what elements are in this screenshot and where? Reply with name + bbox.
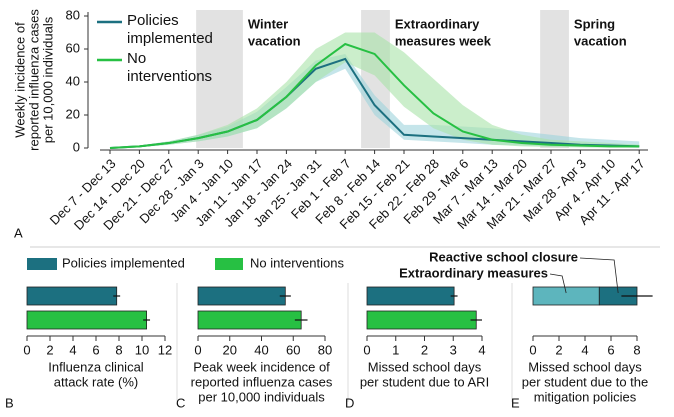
region-label: Extraordinary [395,16,480,31]
x-tick-label: 3 [450,342,457,357]
x-tick-label: 1 [392,342,399,357]
region-label: measures week [395,33,492,48]
bar [366,310,477,330]
legend-swatch [215,258,243,270]
panel-label: B [5,395,14,410]
bar [197,310,302,330]
annotation: Extraordinary measures [399,265,548,280]
legend-label: No interventions [250,255,344,270]
x-tick-label: 60 [286,342,300,357]
x-axis-label: Influenza clinical [48,359,143,374]
x-tick-label: 0 [23,342,30,357]
x-tick-label: 2 [46,342,53,357]
x-tick-label: 12 [158,342,172,357]
x-tick-label: 0 [194,342,201,357]
x-tick-label: 8 [633,342,640,357]
x-tick-label: 6 [92,342,99,357]
panel-label: E [511,395,520,410]
x-axis-label: Peak week incidence of [193,359,330,374]
x-tick-label: 2 [555,342,562,357]
x-tick-label: 0 [363,342,370,357]
x-axis-label: per student due to the [522,374,648,389]
series-line [109,42,640,149]
y-tick-label: 40 [66,73,80,88]
x-tick-label: 4 [69,342,76,357]
annotation: Reactive school closure [429,249,578,264]
legend-swatch [27,258,57,270]
x-tick-label: 10 [135,342,149,357]
legend-label-box: No interventions [127,50,213,85]
legend-label: No interventions [127,50,213,85]
annotation-leader [549,273,567,294]
region-label: Winter [248,16,288,31]
x-tick-label: 6 [607,342,614,357]
legend-label: Policies implemented [127,12,213,47]
bar [197,286,286,306]
x-axis-label: attack rate (%) [54,374,139,389]
x-axis-label: Missed school days [368,359,482,374]
x-tick-label: 4 [478,342,485,357]
x-axis-label: per 10,000 individuals [198,389,325,404]
y-tick-label: 80 [66,7,80,22]
region-label: vacation [248,33,301,48]
panel-label: C [176,395,185,410]
x-tick-label: 40 [254,342,268,357]
x-tick-label: 4 [581,342,588,357]
x-axis-label: reported influenza cases [191,374,333,389]
region-label: vacation [574,33,627,48]
legend-label-box: Policies implemented [127,12,213,47]
y-axis-label: per 10,000 individuals [40,16,55,143]
panel-label: A [14,225,23,240]
x-tick-label: 2 [421,342,428,357]
bar [26,310,147,330]
x-axis-label: mitigation policies [534,389,637,404]
y-axis-label: Weekly incidence of [12,22,27,138]
shaded-region [540,10,569,148]
legend-label: Policies implemented [62,255,185,270]
bar [366,286,455,306]
region-label: Spring [574,16,615,31]
x-tick-label: 20 [223,342,237,357]
bar-segment [532,286,600,306]
y-tick-label: 0 [73,139,80,154]
x-tick-label: 80 [318,342,332,357]
y-tick-label: 20 [66,106,80,121]
confidence-band [110,32,640,148]
y-tick-label: 60 [66,40,80,55]
x-axis-label: per student due to ARI [360,374,489,389]
x-tick-label: 8 [115,342,122,357]
panel-label: D [345,395,354,410]
annotation-leader [579,257,619,294]
bar [26,286,118,306]
y-axis-label: reported influenza cases [26,9,41,151]
x-tick-label: 0 [529,342,536,357]
x-axis-label: Missed school days [528,359,642,374]
